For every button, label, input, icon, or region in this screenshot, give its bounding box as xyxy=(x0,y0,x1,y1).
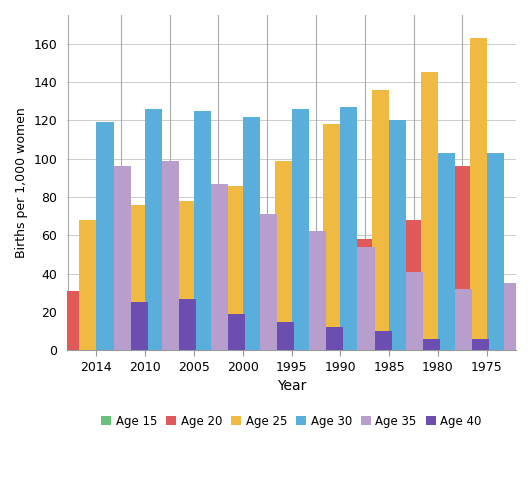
Bar xyxy=(241,346,258,350)
Bar xyxy=(438,153,455,350)
Bar xyxy=(258,264,275,350)
Bar xyxy=(131,302,148,350)
Bar xyxy=(128,205,145,350)
Bar xyxy=(243,117,260,350)
Bar xyxy=(192,346,209,350)
Bar xyxy=(211,184,228,350)
Bar xyxy=(357,247,374,350)
Bar xyxy=(340,107,357,350)
Bar xyxy=(306,252,323,350)
Bar xyxy=(160,280,177,350)
Bar xyxy=(406,272,423,350)
Bar xyxy=(323,124,340,350)
Bar xyxy=(97,123,114,350)
Bar xyxy=(326,328,343,350)
Bar xyxy=(79,220,97,350)
Bar xyxy=(404,220,421,350)
Bar xyxy=(387,346,404,350)
Bar xyxy=(275,161,292,350)
Bar xyxy=(114,166,131,350)
Bar xyxy=(260,214,277,350)
Bar xyxy=(228,314,245,350)
Bar xyxy=(277,322,294,350)
Bar xyxy=(143,346,160,350)
Y-axis label: Births per 1,000 women: Births per 1,000 women xyxy=(15,107,28,258)
Bar xyxy=(292,109,309,350)
Bar xyxy=(289,346,306,350)
Bar xyxy=(521,331,531,350)
Bar xyxy=(338,346,355,350)
Bar xyxy=(472,339,489,350)
Bar xyxy=(487,153,504,350)
Bar xyxy=(309,232,326,350)
Bar xyxy=(162,161,179,350)
Bar xyxy=(435,343,452,350)
Bar xyxy=(226,186,243,350)
Bar xyxy=(177,201,194,350)
Bar xyxy=(452,166,469,350)
Bar xyxy=(374,331,391,350)
X-axis label: Year: Year xyxy=(277,379,306,393)
Legend: Age 15, Age 20, Age 25, Age 30, Age 35, Age 40: Age 15, Age 20, Age 25, Age 30, Age 35, … xyxy=(97,410,486,432)
Bar xyxy=(469,38,487,350)
Bar xyxy=(179,298,196,350)
Bar xyxy=(94,346,111,350)
Bar xyxy=(389,121,406,350)
Bar xyxy=(372,90,389,350)
Bar xyxy=(145,109,162,350)
Bar xyxy=(423,339,440,350)
Bar xyxy=(194,111,211,350)
Bar xyxy=(355,239,372,350)
Bar xyxy=(455,289,472,350)
Bar xyxy=(45,346,62,350)
Bar xyxy=(421,73,438,350)
Bar xyxy=(209,274,226,350)
Bar xyxy=(504,283,521,350)
Bar xyxy=(111,278,128,350)
Bar xyxy=(62,291,79,350)
